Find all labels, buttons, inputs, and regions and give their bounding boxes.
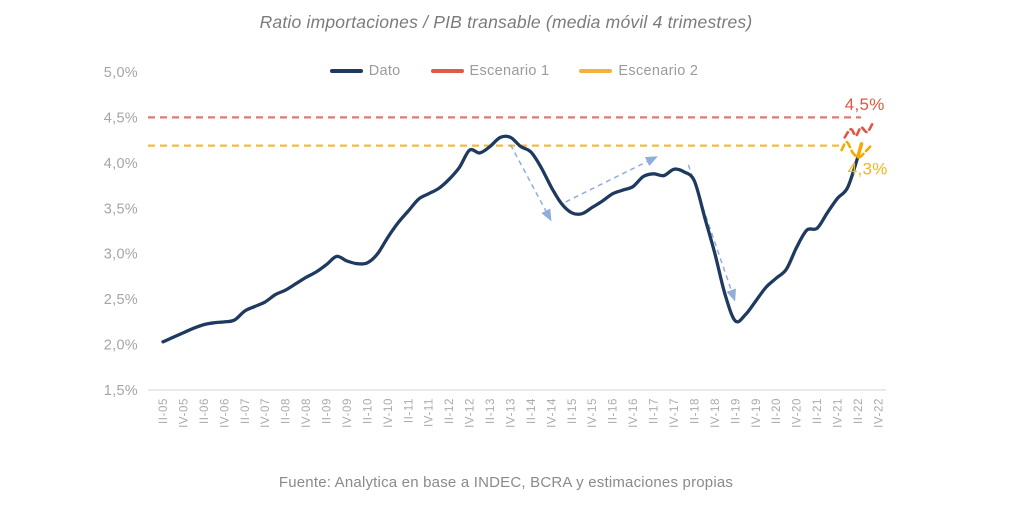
x-axis-tick-label: IV-16	[628, 398, 640, 428]
legend-item-escenario2: Escenario 2	[579, 63, 698, 79]
x-axis-tick-label: IV-19	[751, 398, 763, 428]
x-axis-tick-label: IV-07	[260, 398, 272, 428]
x-axis-tick-label: II-08	[281, 398, 293, 424]
y-axis-tick-label: 5,0%	[104, 65, 138, 81]
trend-arrow	[509, 144, 552, 222]
trend-arrow	[565, 156, 658, 203]
x-axis-tick-label: II-14	[526, 398, 538, 424]
y-axis-tick-label: 2,5%	[104, 292, 138, 308]
x-axis-tick-label: IV-10	[383, 398, 395, 428]
x-axis-tick-label: II-07	[240, 398, 252, 424]
y-axis-tick-label: 4,5%	[104, 110, 138, 126]
dato-line	[161, 134, 860, 344]
x-axis-tick-label: II-05	[158, 398, 170, 424]
chart-title: Ratio importaciones / PIB transable (med…	[259, 12, 753, 32]
x-axis-tick-label: II-06	[199, 398, 211, 424]
x-axis-tick-label: IV-15	[587, 398, 599, 428]
x-axis-tick-label: II-18	[689, 398, 701, 424]
escenario2-projection	[840, 140, 872, 159]
y-axis-tick-label: 4,0%	[104, 156, 138, 172]
y-axis-tick-label: 2,0%	[104, 338, 138, 354]
x-axis-tick-label: IV-05	[178, 398, 190, 428]
source-note: Fuente: Analytica en base a INDEC, BCRA …	[278, 474, 734, 491]
x-axis-tick-label: IV-17	[669, 398, 681, 428]
x-axis-tick-label: II-19	[730, 398, 742, 424]
x-axis-tick-label: IV-22	[873, 398, 885, 428]
y-axis-tick-label: 1,5%	[104, 383, 138, 399]
x-axis-tick-label: II-21	[812, 398, 824, 424]
escenario1-projection	[843, 120, 875, 139]
x-axis-tick-label: II-17	[649, 398, 661, 424]
y-axis-tick-label: 3,5%	[104, 201, 138, 217]
x-axis-tick-label: II-13	[485, 398, 497, 424]
annotation-4-5: 4,5%	[845, 95, 885, 114]
x-axis-tick-label: IV-20	[792, 398, 804, 428]
x-axis-tick-label: IV-13	[506, 398, 518, 428]
x-axis-tick-label: II-16	[608, 398, 620, 424]
x-axis-tick-label: IV-12	[465, 398, 477, 428]
data-tail	[856, 142, 864, 159]
legend-label-escenario2: Escenario 2	[618, 63, 699, 79]
x-axis-tick-label: IV-21	[833, 398, 845, 428]
x-axis-tick-label: IV-14	[546, 398, 558, 428]
legend-item-escenario1: Escenario 1	[430, 63, 550, 79]
annotation-4-3: 4,3%	[848, 160, 888, 179]
chart-legend: Dato Escenario 1 Escenario 2	[0, 63, 1012, 79]
x-axis-tick-label: IV-11	[424, 398, 436, 427]
legend-swatch-dato-icon	[329, 69, 363, 73]
y-axis-tick-label: 3,0%	[104, 247, 138, 263]
x-axis-tick-label: IV-08	[301, 398, 313, 428]
x-axis-tick-label: II-09	[322, 398, 334, 424]
x-axis-tick-label: IV-06	[219, 398, 231, 428]
x-axis-tick-label: IV-18	[710, 398, 722, 428]
legend-swatch-escenario1-icon	[430, 69, 464, 73]
x-axis-tick-label: II-11	[403, 398, 415, 423]
legend-item-dato: Dato	[329, 63, 401, 79]
x-axis-tick-label: II-15	[567, 398, 579, 424]
x-axis-tick-label: II-12	[444, 398, 456, 424]
x-axis-tick-label: II-22	[853, 398, 865, 424]
x-axis-tick-label: II-20	[771, 398, 783, 424]
legend-swatch-escenario2-icon	[579, 69, 613, 73]
trend-arrow	[687, 164, 736, 302]
x-axis-tick-label: II-10	[362, 398, 374, 424]
legend-label-escenario1: Escenario 1	[469, 63, 550, 79]
legend-label-dato: Dato	[368, 63, 401, 79]
x-axis-tick-label: IV-09	[342, 398, 354, 428]
